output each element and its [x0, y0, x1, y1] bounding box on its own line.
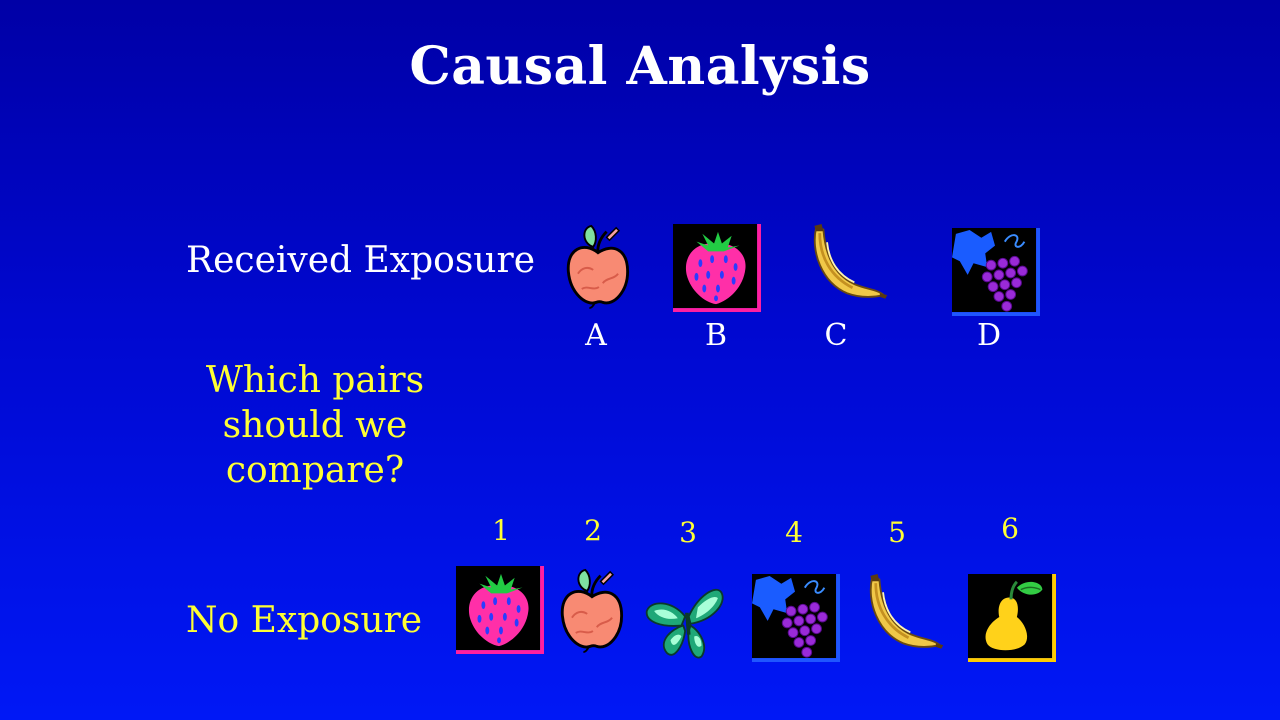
grapes-icon [951, 228, 1041, 316]
strawberry-icon [455, 566, 545, 654]
label-b: B [704, 318, 728, 353]
label-d: D [976, 318, 1002, 353]
label-a: A [585, 318, 607, 353]
pear-icon [968, 574, 1056, 662]
number-3: 3 [679, 516, 697, 549]
number-1: 1 [492, 514, 510, 547]
apple-icon [557, 568, 627, 654]
label-c: C [824, 318, 848, 353]
no-exposure-label: No Exposure [186, 600, 423, 641]
question-line-1: Which pairs [205, 360, 425, 401]
number-5: 5 [888, 516, 906, 549]
banana-icon [804, 224, 892, 306]
question-line-2: should we [222, 405, 408, 446]
received-exposure-label: Received Exposure [186, 240, 535, 281]
slide-title: Causal Analysis [409, 36, 871, 97]
strawberry-icon [672, 224, 762, 312]
apple-icon [563, 224, 633, 310]
question-line-3: compare? [225, 450, 405, 491]
banana-icon [860, 574, 948, 656]
number-6: 6 [1001, 512, 1019, 545]
grapes-icon [751, 574, 841, 662]
number-2: 2 [584, 514, 602, 547]
comparison-question: Which pairs should we compare? [200, 358, 430, 493]
number-4: 4 [785, 516, 803, 549]
butterfly-icon [645, 580, 727, 662]
